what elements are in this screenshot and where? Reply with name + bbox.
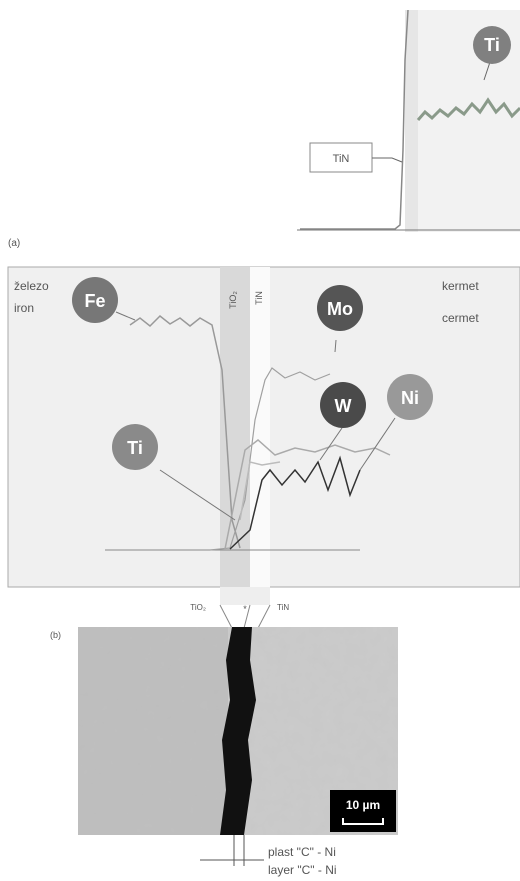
scale-text: 10 µm bbox=[346, 798, 380, 812]
side-label: železo bbox=[14, 279, 49, 293]
band bbox=[405, 10, 418, 232]
figure: TiN Ti (a) TiO₂ TiN železo iron kermet c… bbox=[0, 0, 520, 881]
balloon-label: Fe bbox=[84, 291, 105, 311]
panel-label: (b) bbox=[50, 630, 61, 640]
band-label: TiO₂ bbox=[228, 291, 238, 309]
balloon-label: Ti bbox=[484, 35, 500, 55]
top-panel: TiN Ti bbox=[297, 10, 520, 232]
panel-label: (a) bbox=[8, 238, 20, 249]
caption: layer "C" - Ni bbox=[268, 863, 337, 877]
bottom-label: TiN bbox=[277, 603, 289, 612]
band bbox=[220, 587, 270, 605]
band bbox=[250, 267, 270, 587]
balloon-label: Ni bbox=[401, 388, 419, 408]
balloon-label: W bbox=[335, 396, 352, 416]
iron-region bbox=[78, 627, 228, 835]
caption: plast "C" - Ni bbox=[268, 845, 336, 859]
side-label: iron bbox=[14, 301, 34, 315]
band-label: TiN bbox=[254, 291, 264, 305]
layer-label: TiN bbox=[333, 153, 350, 165]
band bbox=[220, 267, 250, 587]
bottom-label: TiO₂ bbox=[190, 603, 206, 612]
bottom-label: * bbox=[243, 604, 247, 614]
side-label: kermet bbox=[442, 279, 479, 293]
balloon-label: Ti bbox=[127, 438, 143, 458]
side-label: cermet bbox=[442, 311, 479, 325]
panel-b: (b) 10 µm plast "C" - Ni layer "C" - Ni bbox=[50, 627, 398, 877]
balloon-label: Mo bbox=[327, 299, 353, 319]
panel-a: (a) TiO₂ TiN železo iron kermet cermet F… bbox=[8, 238, 520, 632]
